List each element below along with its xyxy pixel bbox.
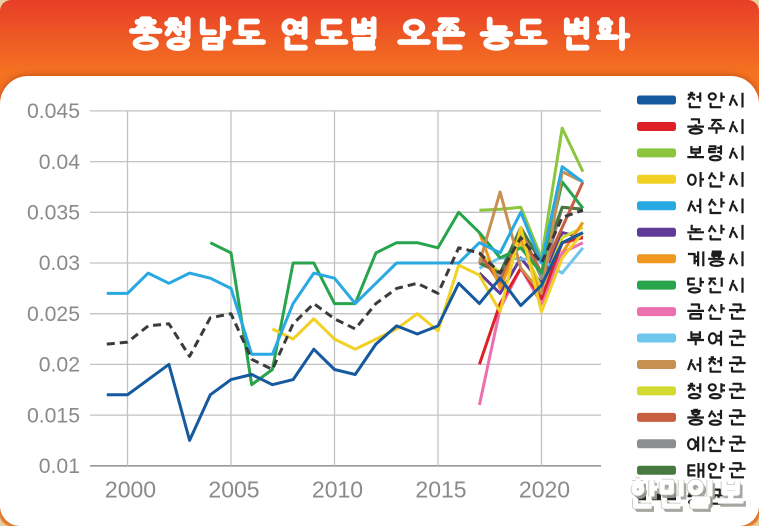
svg-text:0.03: 0.03 bbox=[39, 252, 80, 275]
svg-text:2010: 2010 bbox=[312, 477, 363, 503]
svg-text:0.025: 0.025 bbox=[27, 303, 80, 326]
svg-text:2020: 2020 bbox=[519, 477, 570, 503]
svg-text:0.045: 0.045 bbox=[27, 100, 80, 123]
svg-text:0.01: 0.01 bbox=[39, 455, 80, 478]
svg-text:0.035: 0.035 bbox=[27, 202, 80, 225]
svg-text:0.02: 0.02 bbox=[39, 354, 80, 377]
svg-text:0.04: 0.04 bbox=[39, 151, 80, 174]
svg-text:0.015: 0.015 bbox=[27, 404, 80, 427]
svg-text:2005: 2005 bbox=[208, 477, 259, 503]
svg-text:2015: 2015 bbox=[415, 477, 466, 503]
svg-text:2000: 2000 bbox=[105, 477, 156, 503]
